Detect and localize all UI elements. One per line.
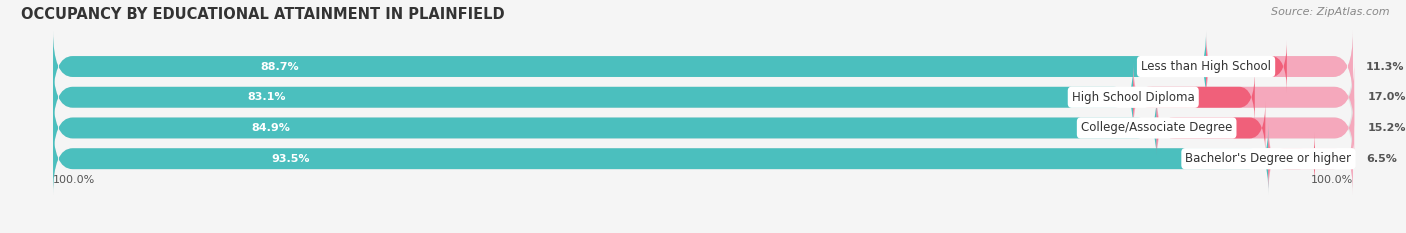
Text: 15.2%: 15.2% — [1367, 123, 1406, 133]
FancyBboxPatch shape — [1133, 71, 1254, 124]
FancyBboxPatch shape — [53, 31, 1353, 102]
FancyBboxPatch shape — [1206, 40, 1286, 93]
Text: 88.7%: 88.7% — [260, 62, 299, 72]
Text: 84.9%: 84.9% — [252, 123, 291, 133]
FancyBboxPatch shape — [1157, 102, 1265, 154]
FancyBboxPatch shape — [53, 92, 1157, 164]
FancyBboxPatch shape — [1268, 132, 1315, 185]
FancyBboxPatch shape — [1157, 92, 1354, 164]
Text: 100.0%: 100.0% — [1310, 175, 1353, 185]
FancyBboxPatch shape — [53, 123, 1268, 194]
Text: 11.3%: 11.3% — [1367, 62, 1405, 72]
FancyBboxPatch shape — [53, 31, 1206, 102]
Text: 6.5%: 6.5% — [1367, 154, 1396, 164]
Text: Source: ZipAtlas.com: Source: ZipAtlas.com — [1271, 7, 1389, 17]
FancyBboxPatch shape — [1206, 31, 1353, 102]
Text: OCCUPANCY BY EDUCATIONAL ATTAINMENT IN PLAINFIELD: OCCUPANCY BY EDUCATIONAL ATTAINMENT IN P… — [21, 7, 505, 22]
Text: College/Associate Degree: College/Associate Degree — [1081, 121, 1232, 134]
Text: 83.1%: 83.1% — [247, 92, 285, 102]
FancyBboxPatch shape — [1268, 123, 1353, 194]
Text: Less than High School: Less than High School — [1142, 60, 1271, 73]
Text: High School Diploma: High School Diploma — [1071, 91, 1195, 104]
FancyBboxPatch shape — [53, 62, 1353, 133]
Text: 100.0%: 100.0% — [53, 175, 96, 185]
FancyBboxPatch shape — [1133, 62, 1354, 133]
FancyBboxPatch shape — [53, 123, 1353, 194]
Text: 17.0%: 17.0% — [1367, 92, 1406, 102]
FancyBboxPatch shape — [53, 92, 1353, 164]
Text: Bachelor's Degree or higher: Bachelor's Degree or higher — [1185, 152, 1351, 165]
FancyBboxPatch shape — [53, 62, 1133, 133]
Legend: Owner-occupied, Renter-occupied: Owner-occupied, Renter-occupied — [572, 230, 834, 233]
Text: 93.5%: 93.5% — [271, 154, 311, 164]
